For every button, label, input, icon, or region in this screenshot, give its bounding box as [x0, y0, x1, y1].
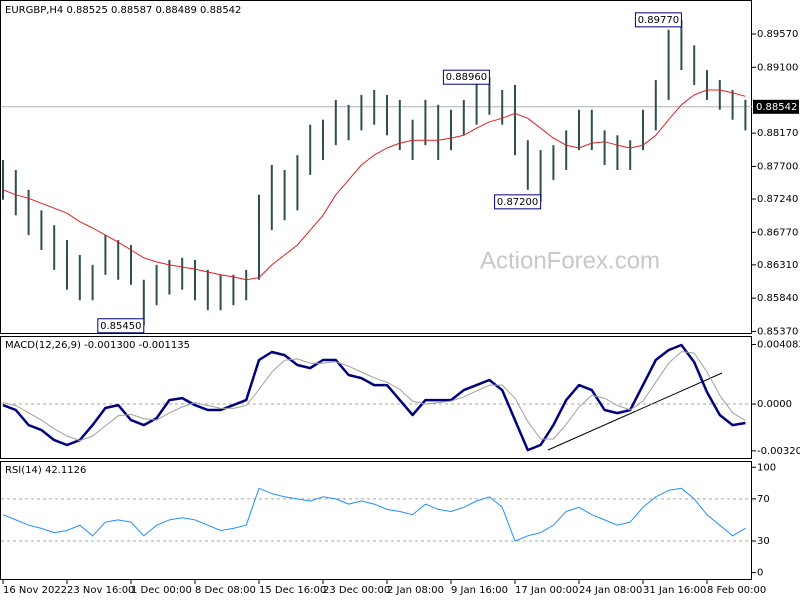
y-tick-label: 0.89100 [757, 62, 798, 73]
x-tick-label: 9 Jan 16:00 [451, 585, 508, 596]
x-tick-label: 17 Jan 00:00 [515, 585, 578, 596]
panel-title: EURGBP,H4 0.88525 0.88587 0.88489 0.8854… [5, 5, 241, 16]
annotation-label: 0.89770 [638, 15, 679, 26]
annotation-box [97, 318, 145, 334]
y-tick-label: 0.87240 [757, 194, 798, 205]
y-tick-label: 0.89570 [757, 29, 798, 40]
y-tick-label: 70 [757, 494, 770, 505]
panel-title: RSI(14) 42.1126 [5, 465, 86, 476]
series-line [2, 487, 746, 542]
annotation-box [494, 194, 542, 210]
y-tick-label: 0.86770 [757, 227, 798, 238]
y-tick-label: 0.87700 [757, 161, 798, 172]
price-panel [0, 0, 752, 334]
annotation-label: 0.88960 [446, 72, 487, 83]
x-tick-label: 23 Nov 16:00 [67, 585, 134, 596]
y-tick-label: 0.86310 [757, 260, 798, 271]
y-tick-label: 0.88170 [757, 128, 798, 139]
x-tick-label: 8 Dec 08:00 [195, 585, 256, 596]
y-tick-label: 0.85370 [757, 326, 798, 337]
panel-title: MACD(12,26,9) -0.001300 -0.001135 [5, 340, 190, 351]
x-tick-label: 23 Dec 00:00 [323, 585, 390, 596]
y-tick-label: 0 [757, 568, 763, 579]
annotation-label: 0.85450 [100, 321, 141, 332]
annotation-box [634, 12, 682, 28]
series-line [2, 351, 746, 441]
x-tick-label: 1 Dec 00:00 [131, 585, 192, 596]
x-tick-label: 8 Feb 00:00 [707, 585, 766, 596]
y-tick-label: 30 [757, 536, 770, 547]
current-price-label: 0.88542 [756, 102, 797, 113]
current-price-box [753, 99, 799, 114]
watermark: ActionForex.com [480, 247, 660, 274]
trend-line [547, 372, 723, 451]
y-tick-label: -0.003209 [757, 446, 800, 457]
y-tick-label: 0.004083 [757, 340, 800, 351]
macd-panel [0, 336, 752, 459]
x-tick-label: 24 Jan 08:00 [579, 585, 642, 596]
y-tick-label: 0.0000 [757, 399, 792, 410]
rsi-panel [0, 461, 752, 580]
x-tick-label: 31 Jan 16:00 [643, 585, 706, 596]
y-tick-label: 0.85840 [757, 293, 798, 304]
y-tick-label: 100 [757, 462, 776, 473]
annotation-box [442, 69, 490, 85]
annotation-label: 0.87200 [497, 197, 538, 208]
x-tick-label: 2 Jan 08:00 [387, 585, 444, 596]
moving-average [2, 89, 746, 281]
x-tick-label: 15 Dec 16:00 [259, 585, 326, 596]
x-tick-label: 16 Nov 2022 [3, 585, 67, 596]
